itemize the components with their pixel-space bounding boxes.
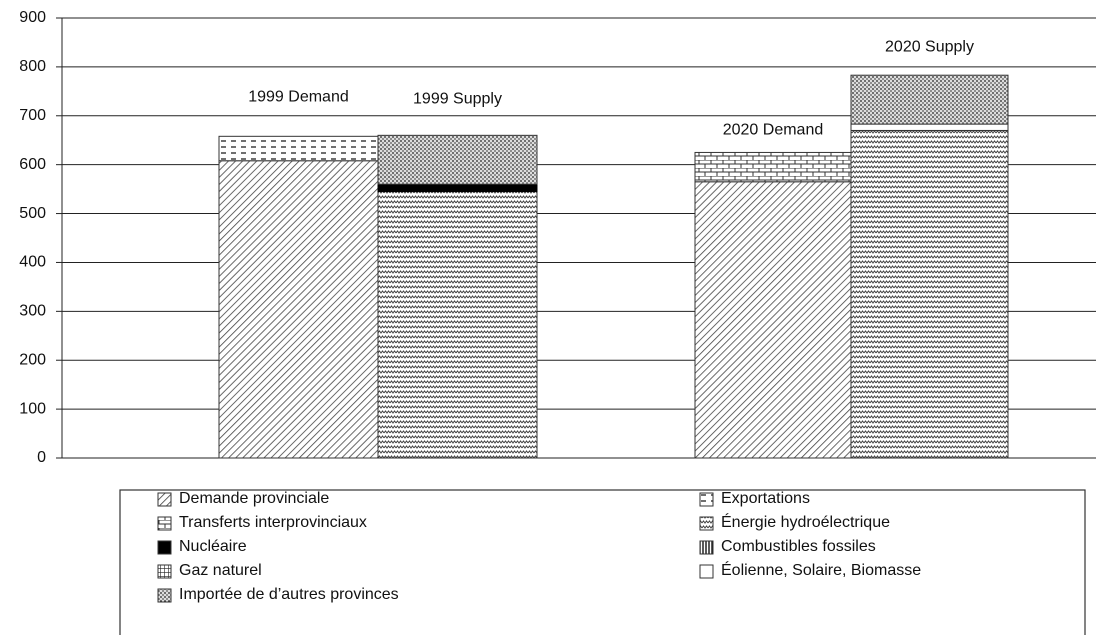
legend-swatch — [157, 540, 172, 555]
legend-label: Exportations — [721, 490, 810, 507]
legend-label: Énergie hydroélectrique — [721, 512, 890, 531]
bar-segment — [377, 134, 538, 185]
y-tick-label: 900 — [19, 9, 46, 26]
y-tick-label: 700 — [19, 107, 46, 124]
legend-label: Combustibles fossiles — [721, 538, 876, 555]
bar-label: 2020 Demand — [723, 122, 824, 139]
y-tick-label: 800 — [19, 58, 46, 75]
y-tick-label: 200 — [19, 351, 46, 368]
legend-label: Éolienne, Solaire, Biomasse — [721, 560, 921, 579]
legend-swatch — [157, 516, 172, 531]
y-tick-label: 400 — [19, 254, 46, 271]
legend-label: Gaz naturel — [179, 562, 262, 579]
legend-swatch — [157, 492, 172, 507]
legend-swatch — [699, 516, 714, 531]
bar-label: 1999 Demand — [248, 89, 349, 106]
legend-box — [119, 489, 1086, 635]
legend-swatch — [157, 588, 172, 603]
y-tick-label: 100 — [19, 400, 46, 417]
legend-swatch — [699, 540, 714, 555]
y-tick-label: 600 — [19, 156, 46, 173]
bar-segment — [218, 160, 379, 459]
legend-swatch — [699, 492, 714, 507]
legend-label: Nucléaire — [179, 538, 247, 555]
bar-label: 1999 Supply — [413, 91, 502, 108]
legend-swatch — [699, 564, 714, 579]
bar-segment — [850, 123, 1009, 131]
y-tick-label: 300 — [19, 303, 46, 320]
bar-segment — [218, 135, 379, 162]
legend-label: Demande provinciale — [179, 490, 329, 507]
bar-segment — [377, 183, 538, 193]
bar-segment — [850, 129, 1009, 459]
legend-swatch — [157, 564, 172, 579]
legend-label: Transferts interprovinciaux — [179, 514, 367, 531]
y-tick-label: 0 — [37, 449, 46, 466]
bar-segment — [694, 181, 852, 459]
bar-segment — [850, 74, 1009, 125]
bar-segment — [694, 151, 852, 183]
bar-label: 2020 Supply — [885, 38, 974, 55]
legend-label: Importée de d’autres provinces — [179, 586, 399, 603]
bar-segment — [377, 191, 538, 459]
y-tick-label: 500 — [19, 205, 46, 222]
